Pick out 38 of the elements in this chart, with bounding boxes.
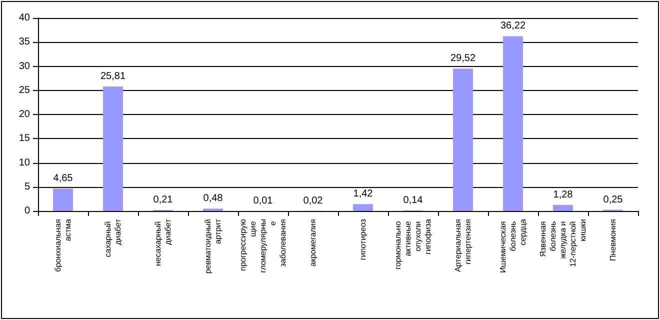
- x-tick-label: прогрессирующие гломерулярные заболевания: [238, 218, 288, 273]
- x-tick-label: несахарный диабет: [154, 218, 172, 266]
- y-tick-label: 10: [18, 157, 30, 168]
- x-tick-label: сахарный диабет: [104, 218, 122, 258]
- y-tick-label: 0: [24, 206, 30, 216]
- data-label: 0,25: [603, 194, 624, 206]
- x-tick-label: акромегалия: [308, 219, 318, 266]
- bar: [453, 68, 473, 211]
- x-tick-label: гормонально активные опухоли гипофиза: [394, 218, 432, 270]
- x-tick-label: Ишемическая болезнь сердца: [498, 218, 528, 273]
- data-label: 0,48: [203, 193, 224, 204]
- bar: [53, 188, 73, 211]
- bar: [503, 36, 523, 211]
- data-label: 25,81: [100, 70, 126, 82]
- bar: [553, 204, 573, 211]
- y-tick-label: 30: [18, 60, 30, 72]
- y-tick-label: 25: [18, 84, 30, 96]
- data-label: 29,52: [450, 53, 476, 64]
- x-tick-label: Пневмония: [608, 219, 618, 261]
- y-tick-label: 15: [18, 133, 30, 144]
- data-label: 36,22: [500, 20, 526, 32]
- data-label: 0,21: [153, 194, 174, 206]
- bar: [353, 204, 373, 211]
- y-tick-label: 35: [18, 36, 30, 48]
- y-tick-label: 20: [18, 109, 30, 120]
- data-label: 1,42: [353, 188, 374, 200]
- data-label: 0,01: [253, 195, 274, 206]
- data-label: 0,02: [303, 195, 324, 206]
- data-label: 4,65: [53, 173, 74, 184]
- x-tick-label: ревматоидный артрит: [204, 218, 222, 274]
- x-tick-label: гипотиреоз: [358, 218, 368, 260]
- x-tick-label: бронхиальная астма: [54, 218, 72, 272]
- data-label: 1,28: [553, 189, 574, 200]
- y-tick-label: 40: [18, 12, 30, 24]
- bar: [103, 86, 123, 211]
- y-tick-label: 5: [24, 181, 30, 192]
- data-label: 0,14: [403, 194, 424, 206]
- x-tick-label: Язвенная болезнь желудка и 12-перстной кишки: [538, 219, 588, 268]
